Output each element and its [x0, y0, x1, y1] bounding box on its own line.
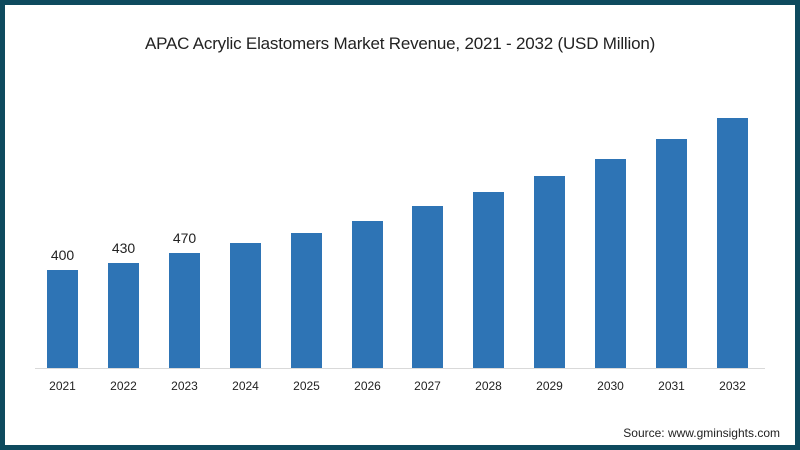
bar-2024 — [230, 243, 261, 368]
x-tick-label: 2029 — [536, 379, 563, 393]
bar-2023 — [169, 253, 200, 368]
bar-2029 — [534, 176, 565, 368]
bar-2031 — [656, 139, 687, 368]
bar-2021 — [47, 270, 78, 368]
x-tick-label: 2031 — [658, 379, 685, 393]
data-label: 430 — [111, 240, 136, 256]
bar-2026 — [352, 221, 383, 368]
bar-2022 — [108, 263, 139, 368]
x-tick-label: 2028 — [475, 379, 502, 393]
bar-2030 — [595, 159, 626, 368]
x-tick-label: 2024 — [232, 379, 259, 393]
bar-2028 — [473, 192, 504, 368]
x-tick-label: 2021 — [49, 379, 76, 393]
x-tick-label: 2032 — [719, 379, 746, 393]
x-tick-label: 2030 — [597, 379, 624, 393]
x-tick-label: 2023 — [171, 379, 198, 393]
x-axis-line — [35, 368, 765, 369]
bar-2032 — [717, 118, 748, 368]
x-tick-label: 2022 — [110, 379, 137, 393]
data-label: 470 — [172, 230, 197, 246]
bar-2027 — [412, 206, 443, 368]
bar-2025 — [291, 233, 322, 368]
chart-title: APAC Acrylic Elastomers Market Revenue, … — [144, 34, 656, 53]
source-note: Source: www.gminsights.com — [623, 426, 780, 440]
x-tick-label: 2027 — [414, 379, 441, 393]
x-tick-label: 2025 — [293, 379, 320, 393]
data-label: 400 — [50, 247, 75, 263]
x-tick-label: 2026 — [354, 379, 381, 393]
